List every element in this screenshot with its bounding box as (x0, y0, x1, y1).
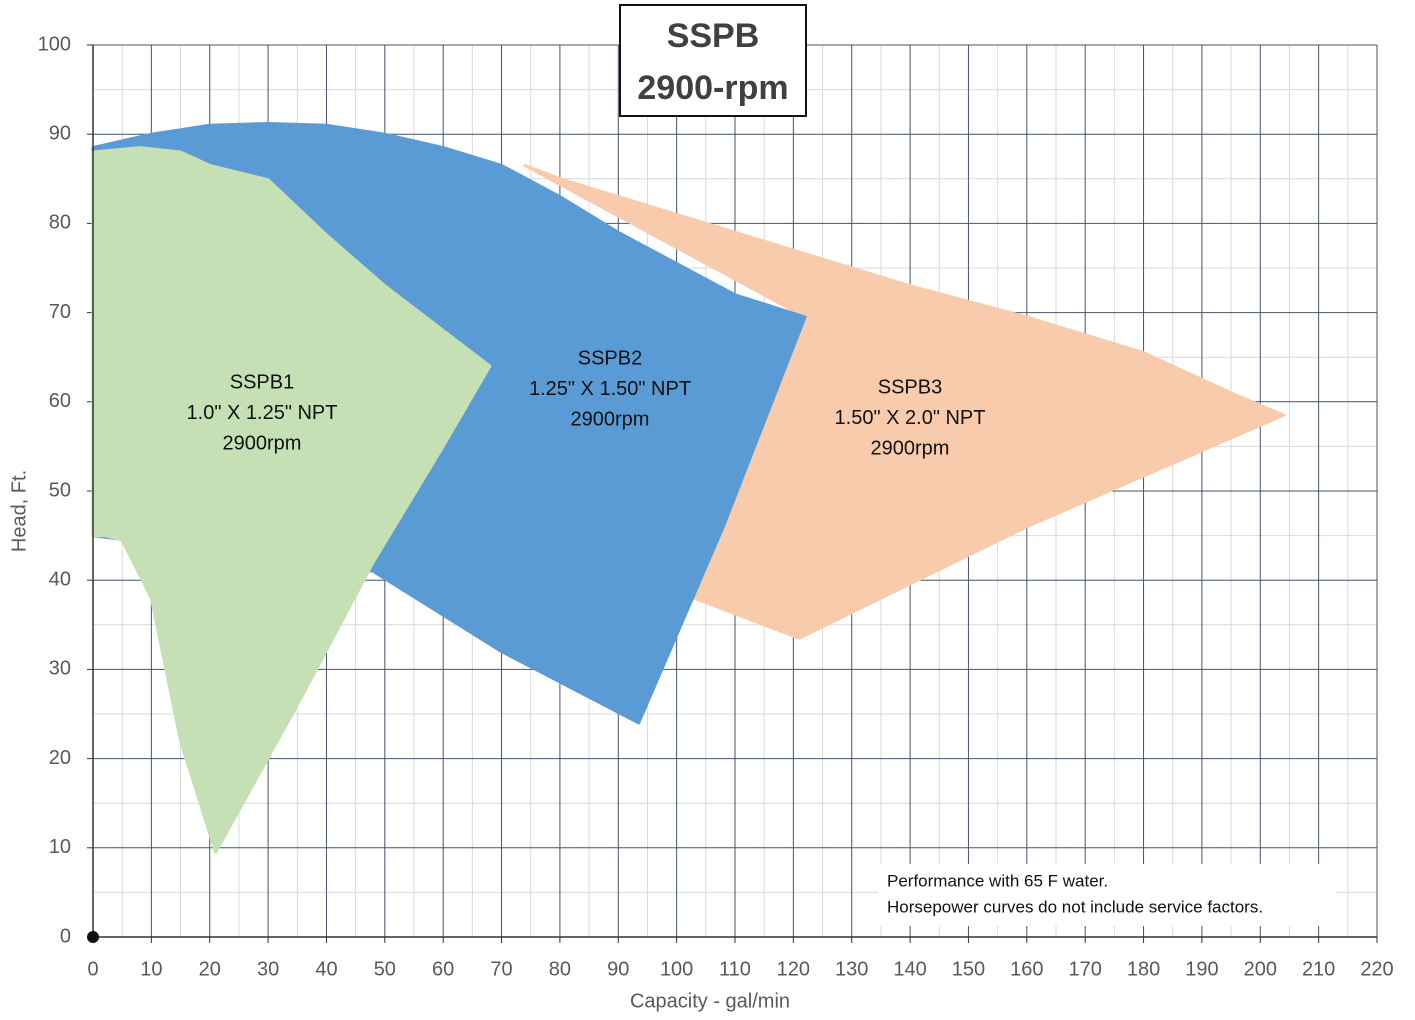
region-label: 1.25" X 1.50" NPT (529, 378, 691, 400)
title-box (619, 4, 807, 117)
x-tick-label: 30 (257, 958, 279, 980)
region-name: SSPB3 (878, 376, 942, 398)
region (523, 163, 1286, 640)
x-tick-label: 70 (490, 958, 512, 980)
y-tick-label: 20 (49, 747, 71, 769)
x-tick-label: 180 (1127, 958, 1160, 980)
x-tick-label: 100 (660, 958, 693, 980)
x-tick-label: 40 (315, 958, 337, 980)
y-tick-label: 30 (49, 658, 71, 680)
region-label: 2900rpm (871, 437, 950, 459)
y-tick-label: 60 (49, 390, 71, 412)
region-label: 1.50" X 2.0" NPT (835, 407, 986, 429)
note-box (878, 864, 1336, 926)
region-label: 2900rpm (223, 432, 302, 454)
region-name: SSPB1 (230, 371, 294, 393)
x-tick-label: 110 (719, 958, 751, 980)
x-tick-label: 190 (1185, 958, 1218, 980)
y-tick-label: 100 (38, 33, 71, 55)
region-label: 1.0" X 1.25" NPT (187, 402, 338, 424)
x-tick-label: 120 (777, 958, 810, 980)
x-tick-label: 210 (1302, 958, 1335, 980)
chart-title: SSPB (667, 17, 760, 55)
x-tick-label: 220 (1360, 958, 1393, 980)
y-tick-label: 40 (49, 568, 71, 590)
x-tick-label: 170 (1068, 958, 1101, 980)
x-tick-label: 150 (952, 958, 985, 980)
y-tick-label: 10 (49, 836, 71, 858)
x-tick-label: 140 (893, 958, 926, 980)
note: Horsepower curves do not include service… (887, 897, 1263, 916)
note: Performance with 65 F water. (887, 871, 1108, 890)
x-tick-label: 10 (140, 958, 162, 980)
x-tick-label: 130 (835, 958, 868, 980)
y-tick-label: 50 (49, 479, 71, 501)
y-tick-label: 70 (49, 301, 71, 323)
y-tick-label: 80 (49, 212, 71, 234)
y-axis-label: Head, Ft. (8, 470, 30, 552)
x-axis-label: Capacity - gal/min (630, 990, 790, 1012)
region-label: 2900rpm (571, 408, 650, 430)
y-tick-label: 0 (60, 925, 71, 947)
chart-subtitle: 2900-rpm (637, 69, 788, 107)
origin-dot (87, 931, 99, 943)
x-tick-label: 20 (199, 958, 221, 980)
region (91, 146, 492, 854)
x-tick-label: 60 (432, 958, 454, 980)
x-tick-label: 50 (374, 958, 396, 980)
plot: 0 10 20 30 40 50 60 70 80 90 100 110 120 130 140 150 160… (38, 33, 1394, 980)
region-name: SSPB2 (578, 347, 642, 369)
x-tick-label: 90 (607, 958, 629, 980)
x-tick-label: 80 (549, 958, 571, 980)
x-tick-label: 160 (1010, 958, 1043, 980)
x-tick-label: 200 (1244, 958, 1277, 980)
y-tick-label: 90 (49, 122, 71, 144)
x-tick-label: 0 (87, 958, 98, 980)
